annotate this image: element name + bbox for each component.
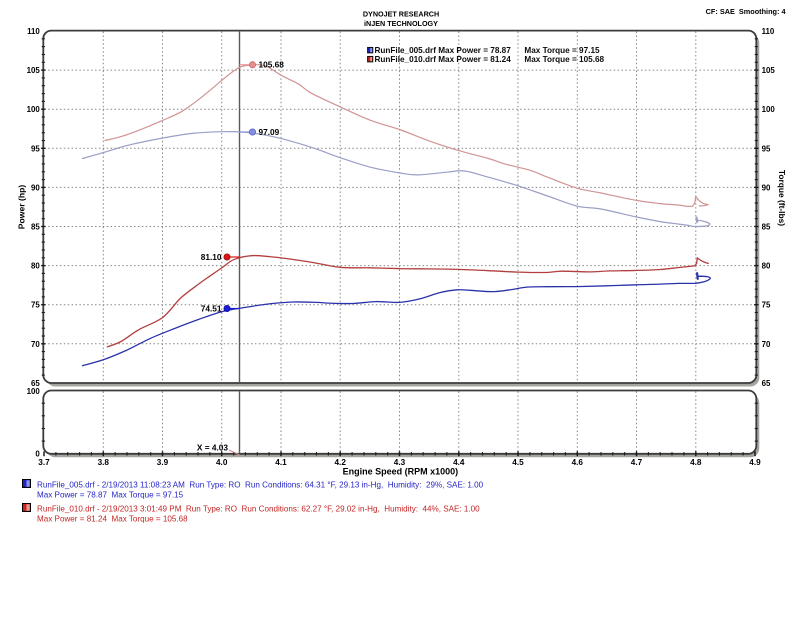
svg-text:3.9: 3.9 xyxy=(157,458,169,467)
svg-text:85: 85 xyxy=(762,223,771,232)
svg-text:DYNOJET RESEARCH: DYNOJET RESEARCH xyxy=(363,10,439,19)
svg-text:110: 110 xyxy=(762,27,775,36)
svg-text:81.10: 81.10 xyxy=(201,252,222,262)
svg-text:3.7: 3.7 xyxy=(38,458,50,467)
svg-text:4.7: 4.7 xyxy=(631,458,643,467)
svg-text:90: 90 xyxy=(762,183,771,192)
svg-text:Power (hp): Power (hp) xyxy=(17,185,27,230)
svg-text:95: 95 xyxy=(762,144,771,153)
svg-text:100: 100 xyxy=(27,105,41,114)
svg-text:105: 105 xyxy=(762,66,776,75)
svg-text:80: 80 xyxy=(31,262,40,271)
svg-text:105.68: 105.68 xyxy=(259,60,285,70)
svg-text:4.2: 4.2 xyxy=(335,458,347,467)
svg-text:4.8: 4.8 xyxy=(690,458,702,467)
svg-text:105: 105 xyxy=(27,66,41,75)
svg-text:4.0: 4.0 xyxy=(216,458,228,467)
svg-text:100: 100 xyxy=(762,105,776,114)
svg-text:3.8: 3.8 xyxy=(98,458,110,467)
svg-text:0: 0 xyxy=(35,450,40,459)
svg-text:65: 65 xyxy=(762,379,771,388)
svg-text:75: 75 xyxy=(31,301,40,310)
svg-text:85: 85 xyxy=(31,223,40,232)
svg-text:70: 70 xyxy=(762,340,771,349)
svg-text:iNJEN TECHNOLOGY: iNJEN TECHNOLOGY xyxy=(364,19,438,28)
svg-text:4.6: 4.6 xyxy=(572,458,584,467)
svg-text:4.3: 4.3 xyxy=(394,458,406,467)
svg-text:110: 110 xyxy=(27,27,40,36)
svg-text:95: 95 xyxy=(31,144,40,153)
svg-text:100: 100 xyxy=(27,387,41,396)
svg-text:75: 75 xyxy=(762,301,771,310)
svg-text:RunFile_010.drf - 2/19/2013 3:: RunFile_010.drf - 2/19/2013 3:01:49 PM R… xyxy=(37,504,480,513)
svg-text:RunFile_005.drf Max Power = 78: RunFile_005.drf Max Power = 78.87 xyxy=(375,46,512,55)
svg-text:4.1: 4.1 xyxy=(275,458,287,467)
svg-text:RunFile_010.drf Max Power = 81: RunFile_010.drf Max Power = 81.24 xyxy=(375,55,512,64)
svg-text:Engine Speed (RPM x1000): Engine Speed (RPM x1000) xyxy=(343,466,459,476)
svg-text:Max Power = 81.24 Max Torque: Max Power = 81.24 Max Torque = 105.68 xyxy=(37,514,188,523)
svg-text:Torque (ft-lbs): Torque (ft-lbs) xyxy=(777,170,787,226)
svg-text:80: 80 xyxy=(762,262,771,271)
svg-text:97.09: 97.09 xyxy=(259,127,280,137)
svg-text:65: 65 xyxy=(31,379,40,388)
svg-text:X = 4.03: X = 4.03 xyxy=(197,443,229,453)
svg-text:RunFile_005.drf - 2/19/2013 11: RunFile_005.drf - 2/19/2013 11:08:23 AM … xyxy=(37,480,484,489)
svg-text:Max Torque = 105.68: Max Torque = 105.68 xyxy=(524,55,604,64)
svg-text:4.4: 4.4 xyxy=(453,458,465,467)
svg-text:CF: SAE Smoothing: 4: CF: SAE Smoothing: 4 xyxy=(706,7,787,16)
svg-text:4.9: 4.9 xyxy=(749,458,761,467)
svg-text:74.51: 74.51 xyxy=(201,303,222,313)
svg-text:Max Power = 78.87 Max Torque: Max Power = 78.87 Max Torque = 97.15 xyxy=(37,491,184,500)
svg-text:4.5: 4.5 xyxy=(512,458,524,467)
svg-text:Max Torque = 97.15: Max Torque = 97.15 xyxy=(524,46,600,55)
svg-text:90: 90 xyxy=(31,183,40,192)
svg-text:70: 70 xyxy=(31,340,40,349)
